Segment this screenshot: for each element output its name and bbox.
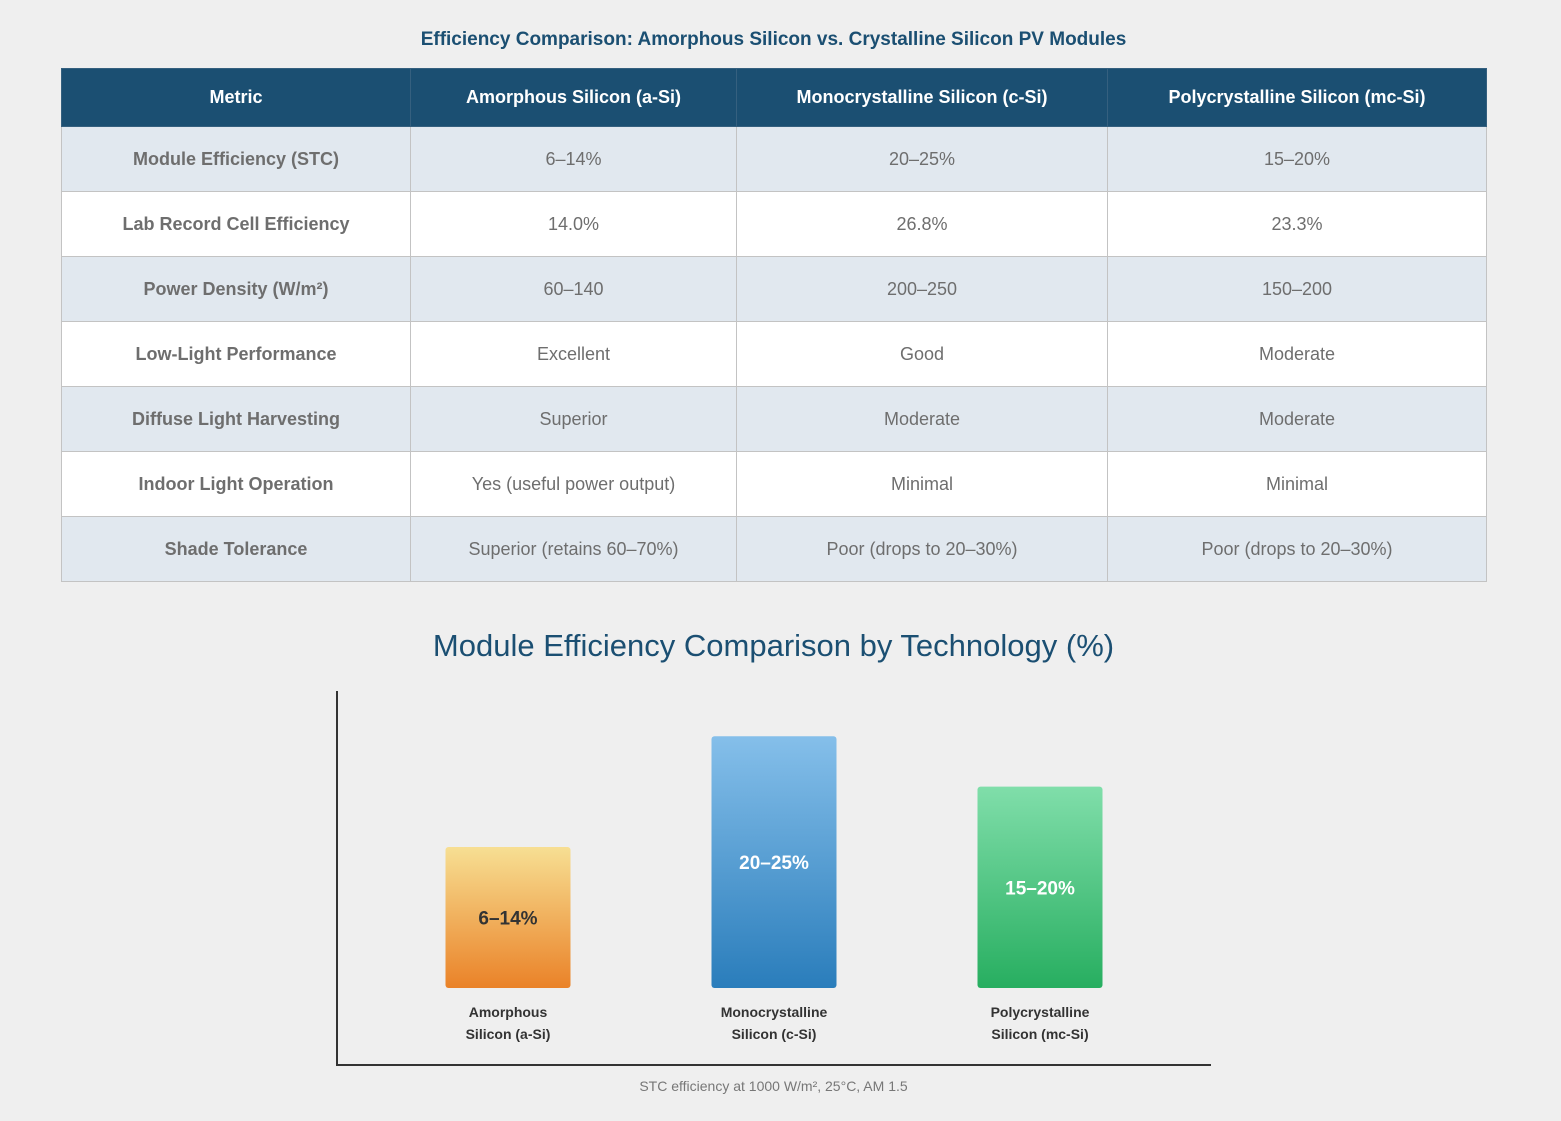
x-tick-label: Silicon (a-Si) xyxy=(466,1026,551,1042)
table-row: Lab Record Cell Efficiency 14.0% 26.8% 2… xyxy=(61,191,1487,257)
row-amorphous-cell: Yes (useful power output) xyxy=(410,451,737,517)
x-tick-label: Polycrystalline xyxy=(991,1004,1090,1020)
header-amorphous: Amorphous Silicon (a-Si) xyxy=(410,68,737,127)
x-tick-label: Monocrystalline xyxy=(721,1004,828,1020)
chart-title: Module Efficiency Comparison by Technolo… xyxy=(432,628,1115,663)
header-polycrystalline: Polycrystalline Silicon (mc-Si) xyxy=(1107,68,1487,127)
row-monocrystalline-cell: Poor (drops to 20–30%) xyxy=(736,516,1108,582)
chart-footnote: STC efficiency at 1000 W/m², 25°C, AM 1.… xyxy=(639,1078,908,1094)
row-metric-cell: Module Efficiency (STC) xyxy=(61,126,411,192)
bar-1 xyxy=(711,736,837,988)
table-row: Low-Light Performance Excellent Good Mod… xyxy=(61,321,1487,387)
bar-0 xyxy=(445,847,571,988)
row-metric-cell: Shade Tolerance xyxy=(61,516,411,582)
table-row: Diffuse Light Harvesting Superior Modera… xyxy=(61,386,1487,452)
row-polycrystalline-cell: Minimal xyxy=(1107,451,1487,517)
table-row: Module Efficiency (STC) 6–14% 20–25% 15–… xyxy=(61,126,1487,192)
row-metric-cell: Lab Record Cell Efficiency xyxy=(61,191,411,257)
row-monocrystalline-cell: Good xyxy=(736,321,1108,387)
row-polycrystalline-cell: 23.3% xyxy=(1107,191,1487,257)
row-polycrystalline-cell: Moderate xyxy=(1107,321,1487,387)
row-monocrystalline-cell: 26.8% xyxy=(736,191,1108,257)
row-amorphous-cell: Excellent xyxy=(410,321,737,387)
x-tick-label: Amorphous xyxy=(469,1004,548,1020)
row-amorphous-cell: 14.0% xyxy=(410,191,737,257)
row-monocrystalline-cell: 20–25% xyxy=(736,126,1108,192)
bar-data-label: 6–14% xyxy=(478,909,537,930)
bar-2 xyxy=(977,786,1103,988)
row-amorphous-cell: 60–140 xyxy=(410,256,737,322)
row-metric-cell: Indoor Light Operation xyxy=(61,451,411,517)
table-row: Indoor Light Operation Yes (useful power… xyxy=(61,451,1487,517)
row-amorphous-cell: Superior xyxy=(410,386,737,452)
bar-data-label: 20–25% xyxy=(739,853,809,874)
x-tick-label: Silicon (mc-Si) xyxy=(991,1026,1088,1042)
row-monocrystalline-cell: Moderate xyxy=(736,386,1108,452)
row-monocrystalline-cell: Minimal xyxy=(736,451,1108,517)
row-polycrystalline-cell: Moderate xyxy=(1107,386,1487,452)
row-metric-cell: Low-Light Performance xyxy=(61,321,411,387)
comparison-table: Metric Amorphous Silicon (a-Si) Monocrys… xyxy=(61,68,1487,582)
table-row: Shade Tolerance Superior (retains 60–70%… xyxy=(61,516,1487,582)
row-metric-cell: Diffuse Light Harvesting xyxy=(61,386,411,452)
x-tick-label: Silicon (c-Si) xyxy=(732,1026,817,1042)
header-metric: Metric xyxy=(61,68,411,127)
row-metric-cell: Power Density (W/m²) xyxy=(61,256,411,322)
table-row: Power Density (W/m²) 60–140 200–250 150–… xyxy=(61,256,1487,322)
row-polycrystalline-cell: Poor (drops to 20–30%) xyxy=(1107,516,1487,582)
table-header-row: Metric Amorphous Silicon (a-Si) Monocrys… xyxy=(61,68,1487,127)
row-polycrystalline-cell: 15–20% xyxy=(1107,126,1487,192)
row-polycrystalline-cell: 150–200 xyxy=(1107,256,1487,322)
row-amorphous-cell: Superior (retains 60–70%) xyxy=(410,516,737,582)
bar-data-label: 15–20% xyxy=(1005,878,1075,899)
table-title: Efficiency Comparison: Amorphous Silicon… xyxy=(420,29,1127,50)
header-monocrystalline: Monocrystalline Silicon (c-Si) xyxy=(736,68,1108,127)
